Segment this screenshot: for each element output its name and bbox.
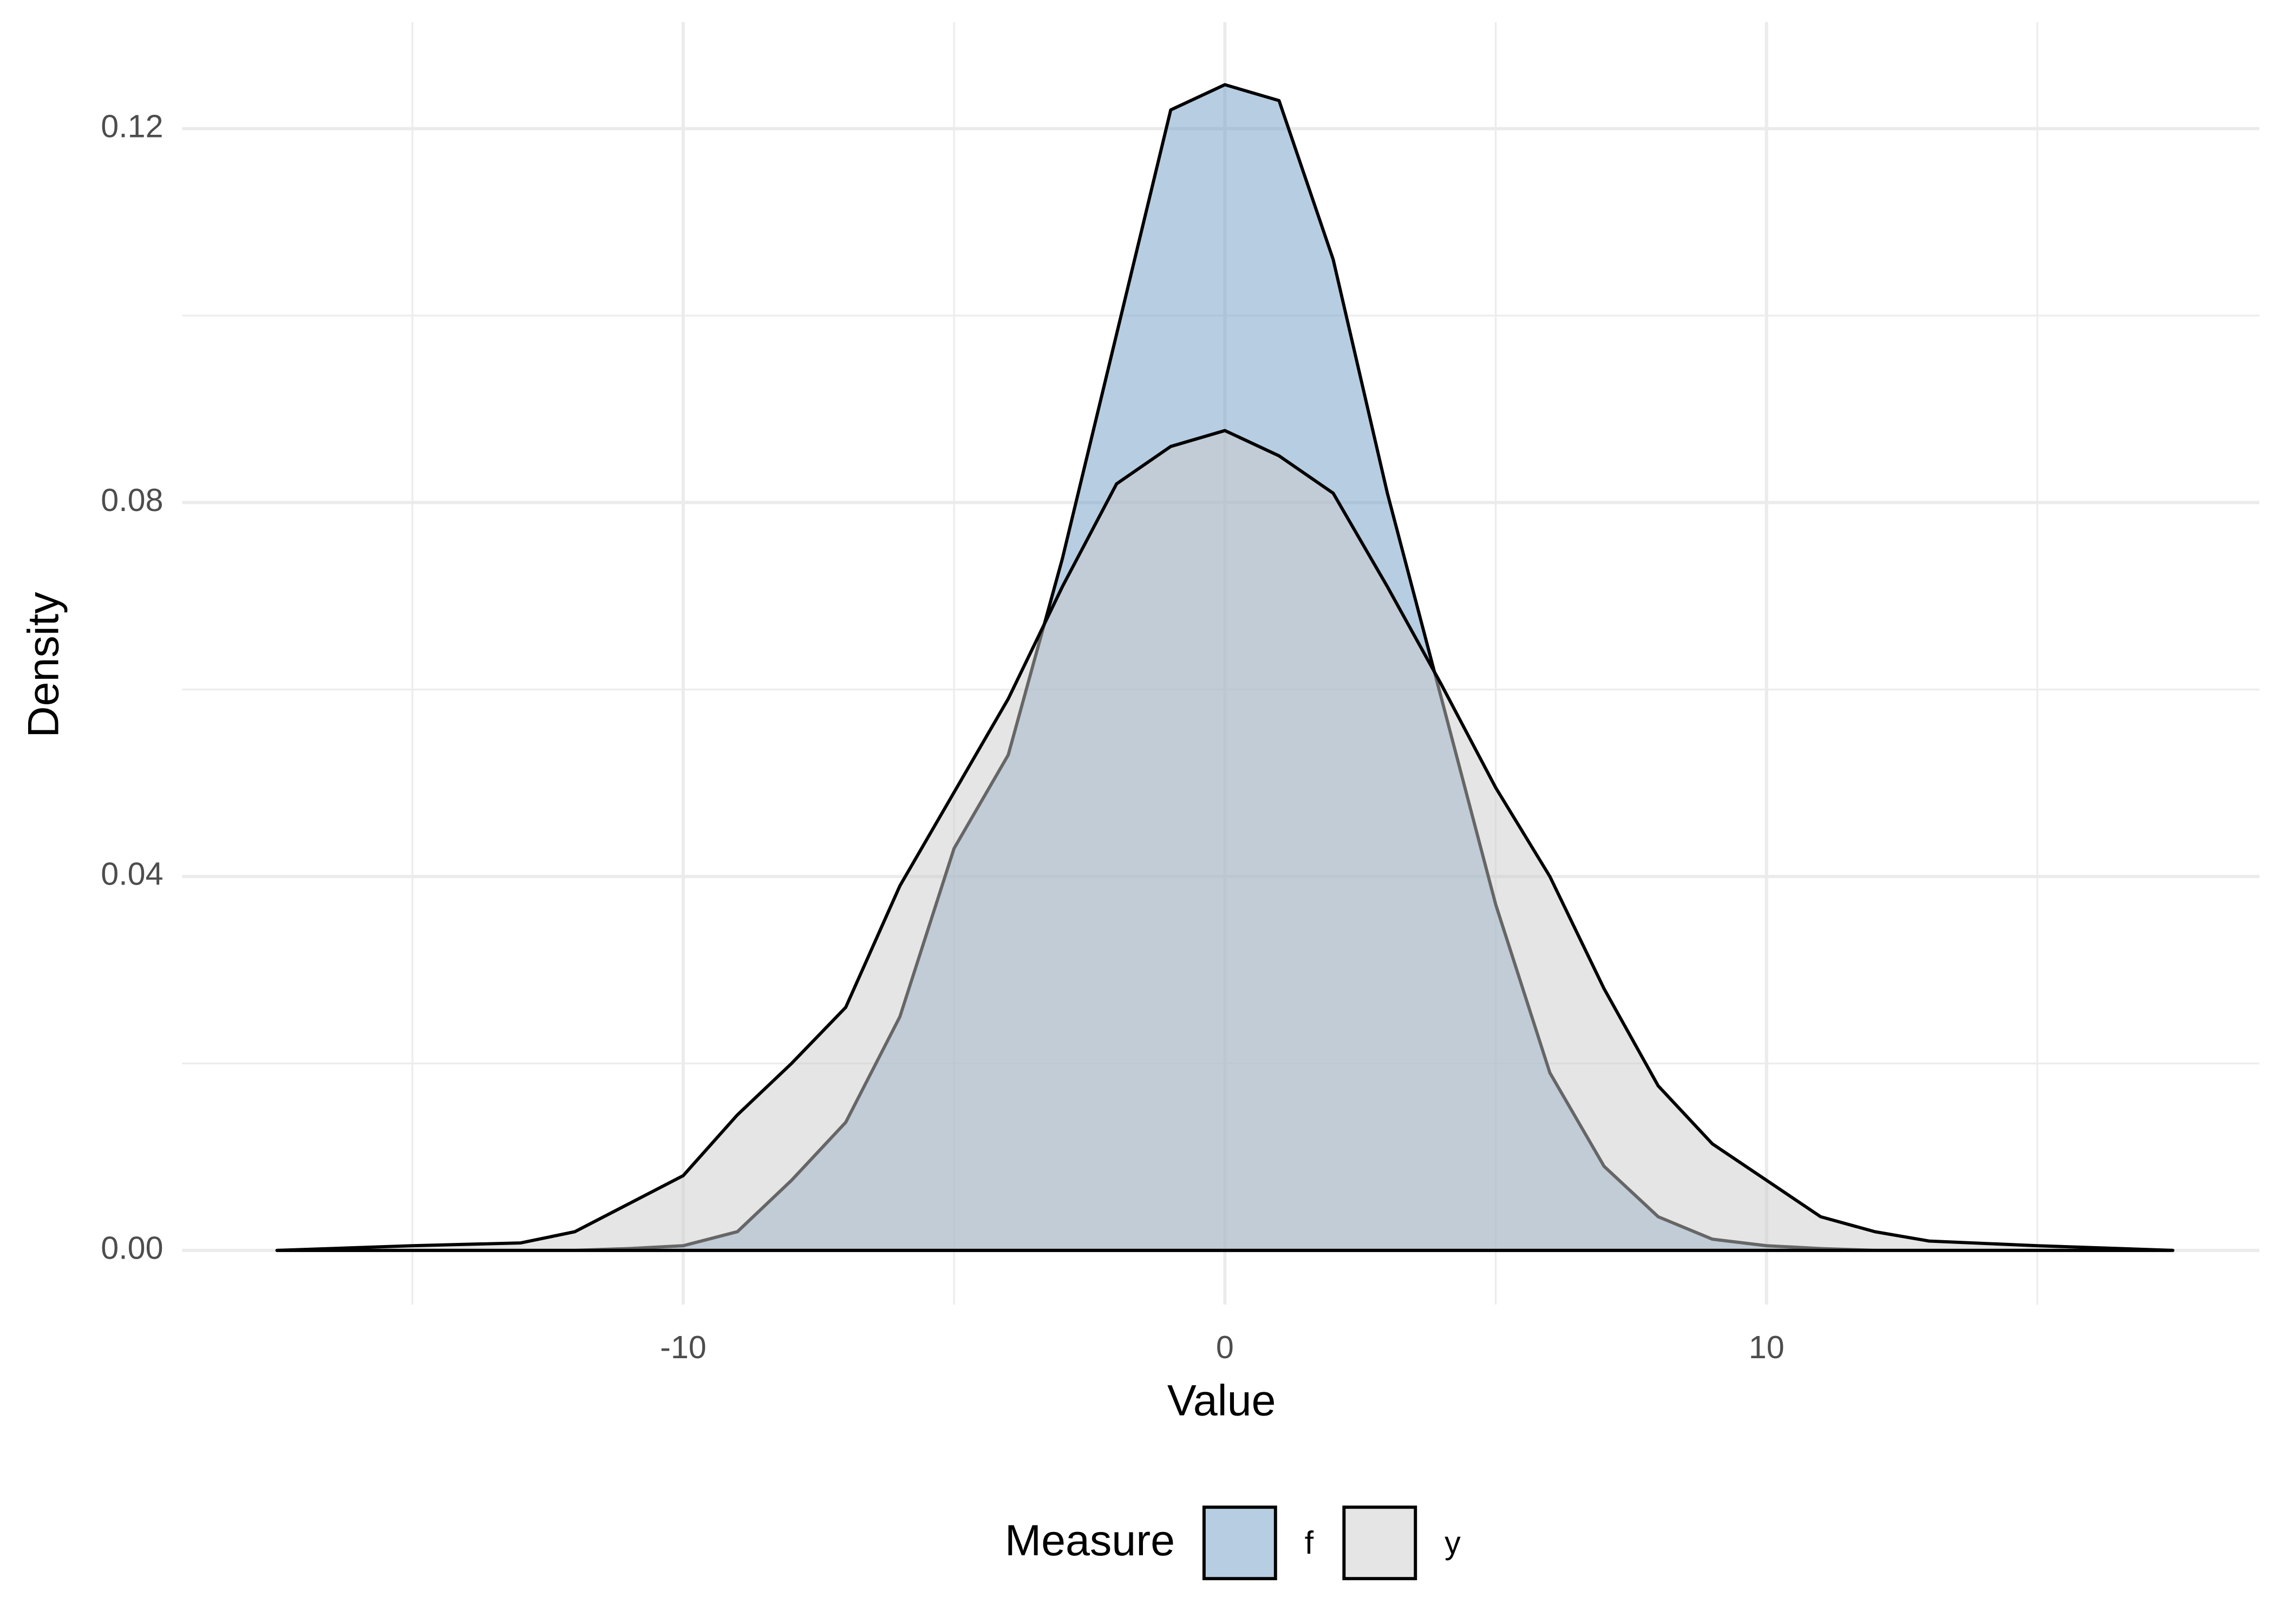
x-tick-label: -10 bbox=[660, 1329, 707, 1365]
legend-title: Measure bbox=[1005, 1516, 1175, 1565]
legend-label: y bbox=[1445, 1524, 1461, 1561]
y-tick-label: 0.04 bbox=[101, 856, 163, 892]
y-tick-label: 0.08 bbox=[101, 482, 163, 518]
x-tick-label: 10 bbox=[1749, 1329, 1785, 1365]
y-tick-label: 0.12 bbox=[101, 108, 163, 144]
x-axis-title: Value bbox=[1167, 1376, 1276, 1425]
density-area bbox=[275, 429, 2174, 1252]
y-axis-title: Density bbox=[19, 592, 68, 738]
labels: -10 0 10 0.00 0.04 0.08 0.12 bbox=[101, 108, 1784, 1365]
legend-key bbox=[1202, 1505, 1277, 1581]
legend-key bbox=[1342, 1505, 1417, 1581]
plot-marks bbox=[275, 83, 2174, 1252]
legend-label: f bbox=[1305, 1524, 1314, 1561]
x-tick-label: 0 bbox=[1216, 1329, 1234, 1365]
legend: Measure f y bbox=[1005, 1505, 1461, 1581]
y-tick-label: 0.00 bbox=[101, 1229, 163, 1266]
